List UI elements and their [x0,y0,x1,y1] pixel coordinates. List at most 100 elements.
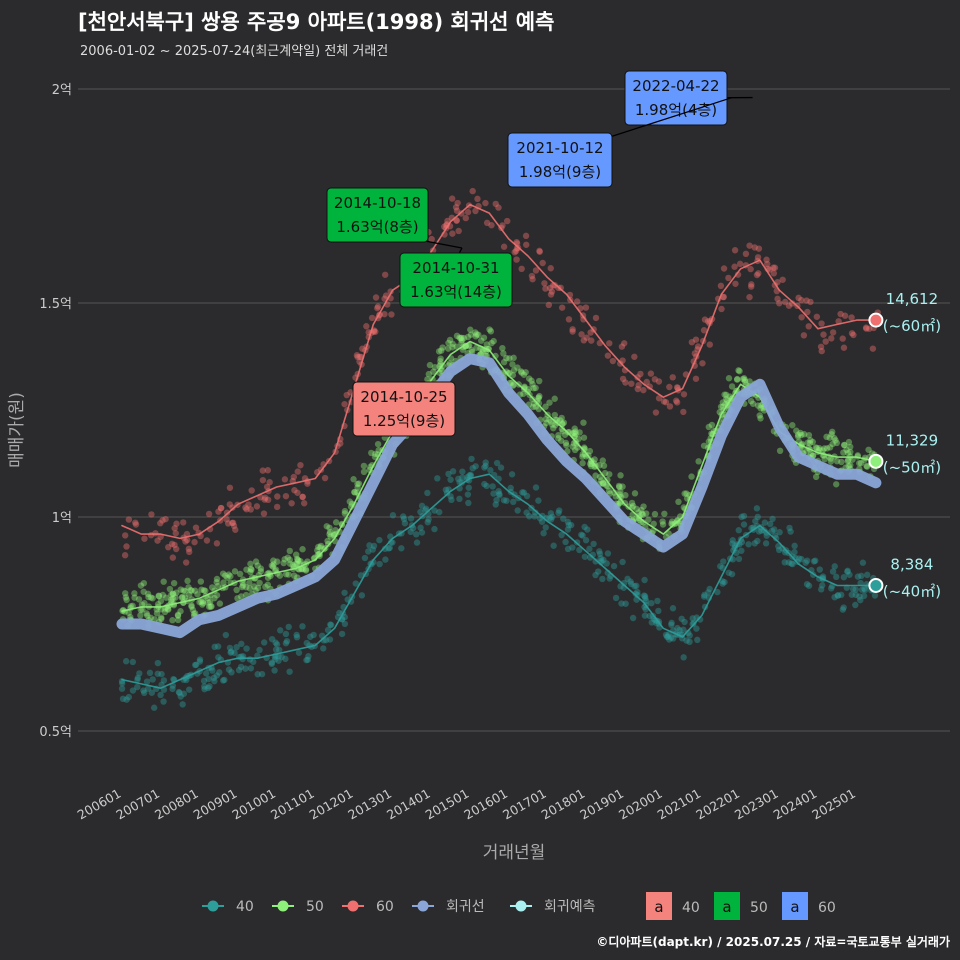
scatter-point-50 [173,589,180,596]
scatter-point-40 [227,649,234,656]
scatter-point-50 [456,334,463,341]
scatter-point-50 [286,556,294,564]
scatter-point-50 [542,416,549,423]
scatter-point-60 [804,308,811,316]
scatter-point-50 [520,390,527,397]
x-tick-label: 202401 [771,786,820,823]
scatter-point-50 [831,434,838,442]
scatter-point-40 [789,560,796,568]
scatter-point-50 [314,551,322,558]
scatter-point-50 [187,587,194,594]
scatter-point-40 [418,529,426,536]
scatter-point-60 [359,345,366,352]
scatter-point-60 [680,408,687,416]
scatter-point-50 [813,445,821,452]
legend-label-60: 60 [376,899,394,915]
scatter-point-50 [579,451,586,458]
scatter-point-40 [238,640,245,648]
scatter-point-40 [228,648,235,655]
endpoint-marker-50 [868,453,884,469]
scatter-point-40 [258,670,266,678]
scatter-point-50 [856,459,863,467]
scatter-point-50 [601,469,609,477]
scatter-point-60 [217,504,225,512]
credit-text: ©디아파트(dapt.kr) / 2025.07.25 / 자료=국토교통부 실… [596,935,950,949]
scatter-point-50 [144,612,151,619]
annotation-date: 2014-10-25 [360,388,447,406]
scatter-point-50 [157,597,165,605]
scatter-point-60 [588,337,595,344]
scatter-point-50 [251,583,258,590]
scatter-point-40 [418,502,426,510]
scatter-point-50 [650,520,657,528]
scatter-point-40 [327,621,335,629]
scatter-point-50 [617,488,624,495]
scatter-point-40 [618,600,625,607]
scatter-point-40 [219,677,227,684]
scatter-point-50 [599,479,607,486]
scatter-point-40 [185,686,193,693]
scatter-point-40 [599,575,606,583]
scatter-point-40 [495,487,502,495]
scatter-point-50 [139,606,146,613]
scatter-point-50 [188,602,195,609]
scatter-point-50 [213,579,220,586]
y-tick-label: 0.5억 [39,725,72,740]
scatter-point-40 [665,631,672,638]
scatter-point-60 [343,391,350,399]
scatter-point-40 [211,643,218,651]
scatter-point-40 [754,537,761,545]
scatter-point-50 [199,598,207,605]
scatter-point-60 [154,537,161,544]
scatter-point-50 [746,378,753,385]
scatter-point-50 [665,530,672,537]
scatter-point-50 [467,326,474,333]
scatter-point-50 [639,511,647,518]
scatter-point-60 [253,503,261,510]
scatter-point-40 [366,542,373,549]
scatter-point-40 [490,490,497,497]
scatter-point-60 [453,207,461,214]
annotation-price: 1.98억(4층) [635,101,717,119]
scatter-point-60 [548,288,556,295]
scatter-point-40 [282,640,290,647]
scatter-point-40 [338,630,346,638]
scatter-point-50 [202,587,209,595]
scatter-point-40 [226,644,234,652]
scatter-point-50 [196,598,203,606]
annotation-box [352,381,456,437]
scatter-point-50 [458,334,465,342]
scatter-point-50 [832,437,839,444]
legend-marker-50 [277,900,289,912]
scatter-point-60 [172,530,179,537]
scatter-point-50 [826,444,834,451]
scatter-point-60 [205,510,213,518]
scatter-point-40 [119,680,126,687]
scatter-point-40 [400,513,407,520]
scatter-point-40 [690,619,697,627]
scatter-point-50 [827,458,835,465]
scatter-point-60 [454,199,461,207]
scatter-point-50 [557,437,565,444]
scatter-point-50 [172,594,179,601]
scatter-point-50 [424,376,431,383]
scatter-point-50 [606,471,613,478]
scatter-point-50 [467,331,475,338]
scatter-point-60 [458,210,465,217]
scatter-point-60 [604,352,612,359]
scatter-point-50 [168,591,175,599]
scatter-point-40 [235,666,243,674]
scatter-point-40 [719,580,726,587]
scatter-point-50 [668,518,676,525]
scatter-point-40 [706,585,713,593]
scatter-point-40 [493,459,501,467]
scatter-point-40 [831,563,838,570]
scatter-point-60 [230,522,238,530]
scatter-point-50 [529,380,536,388]
scatter-point-60 [464,208,472,216]
y-axis-title: 매매가(원) [7,392,27,468]
scatter-point-50 [600,462,608,469]
scatter-point-40 [260,639,268,646]
scatter-point-50 [675,498,682,506]
scatter-point-50 [453,343,460,350]
